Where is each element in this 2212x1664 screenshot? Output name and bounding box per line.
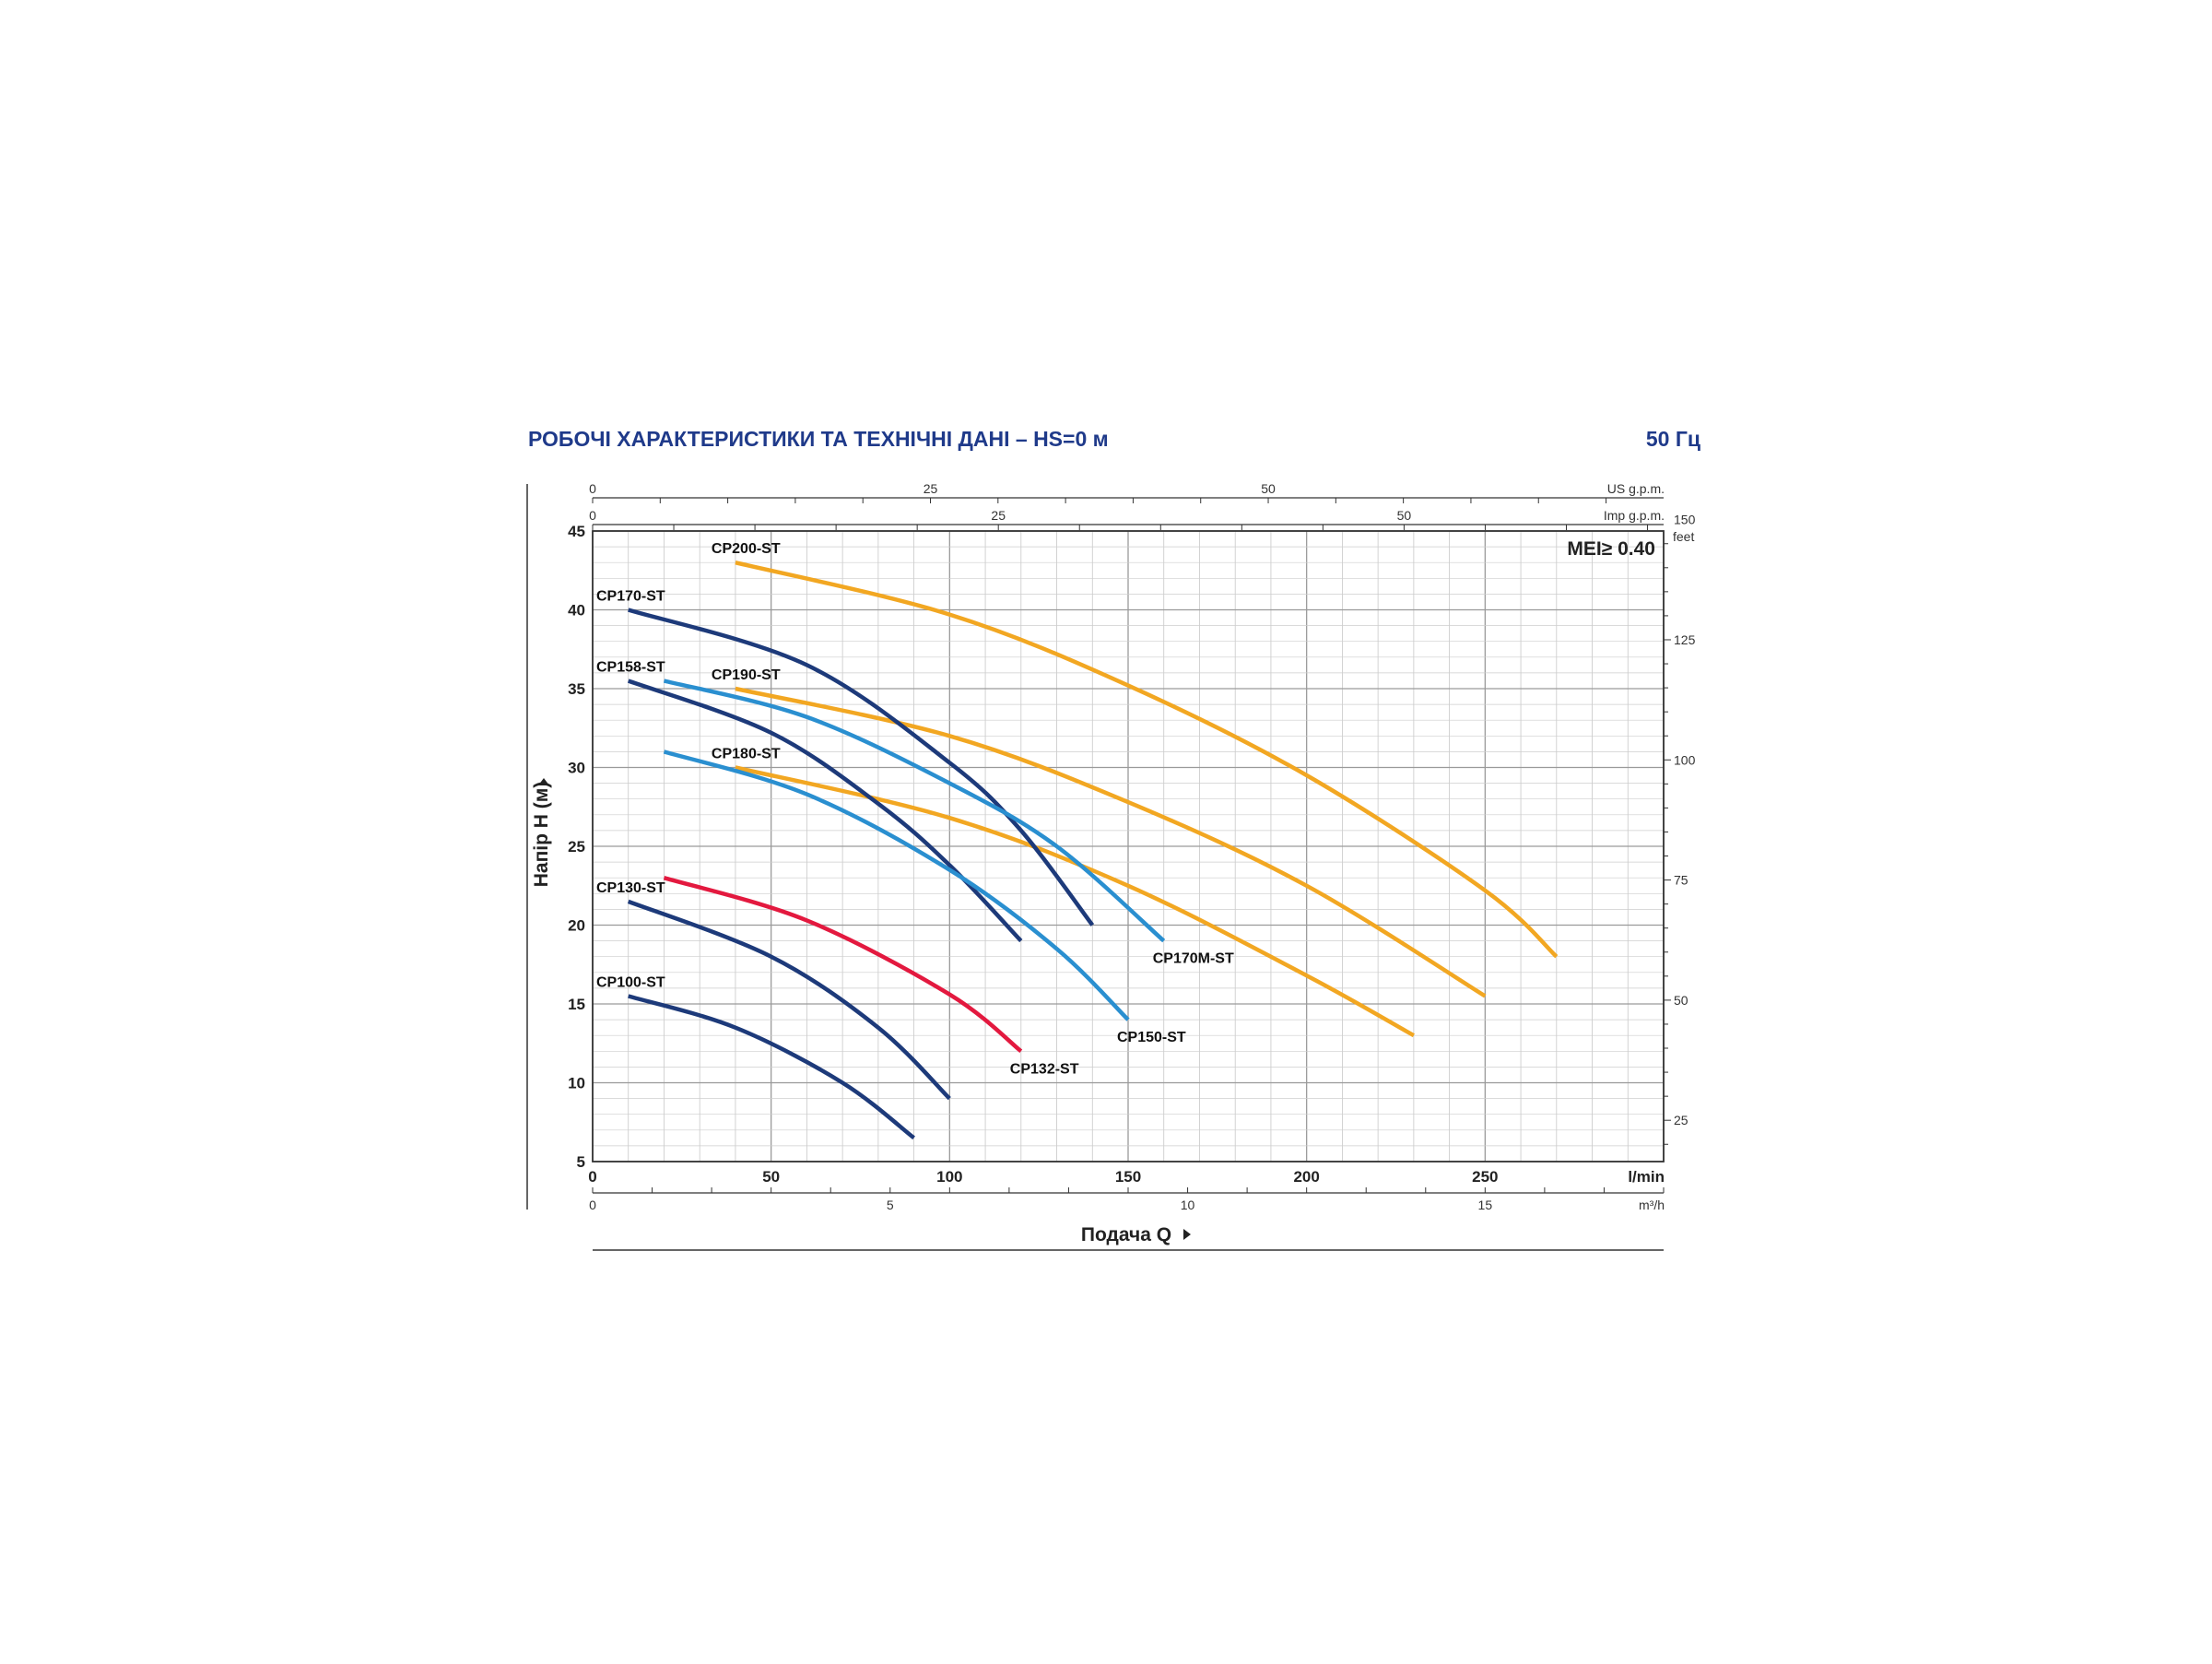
y-axis-title: Напір H (м) xyxy=(531,782,552,888)
us-gpm-tick-label: 0 xyxy=(589,481,596,496)
y-tick-label: 35 xyxy=(568,680,585,698)
y-tick-label: 10 xyxy=(568,1075,585,1092)
m3h-tick-label: 10 xyxy=(1181,1198,1195,1212)
x-tick-label: 200 xyxy=(1293,1168,1319,1186)
frequency-label: 50 Гц xyxy=(1646,427,1700,451)
y-tick-label: 5 xyxy=(577,1153,585,1171)
y-axis-title-arrow-icon xyxy=(538,778,549,785)
series-line-cp132-st xyxy=(663,876,1023,1054)
series-label-cp132-st: CP132-ST xyxy=(1010,1061,1079,1077)
x-tick-label: 250 xyxy=(1472,1168,1498,1186)
y-tick-label: 45 xyxy=(568,523,585,540)
us-gpm-tick-label: 25 xyxy=(924,481,938,496)
m3h-tick-label: 5 xyxy=(887,1198,894,1212)
series-label-cp190-st: CP190-ST xyxy=(712,667,781,683)
x-axis-title-arrow-icon xyxy=(1183,1229,1191,1240)
x-tick-label: 100 xyxy=(936,1168,962,1186)
x-tick-label: 50 xyxy=(762,1168,780,1186)
series-line-cp170m-st xyxy=(663,679,1166,943)
unit-m3h: m³/h xyxy=(1639,1198,1665,1212)
series-line-cp158-st xyxy=(627,679,1023,943)
series-label-cp200-st: CP200-ST xyxy=(712,541,781,557)
mei-annotation: MEI≥ 0.40 xyxy=(1567,538,1655,560)
feet-tick-label: 125 xyxy=(1674,632,1696,647)
y-tick-label: 25 xyxy=(568,838,585,856)
imp-gpm-tick-label: 25 xyxy=(991,508,1006,523)
unit-us-gpm: US g.p.m. xyxy=(1607,481,1665,496)
series-line-cp100-st xyxy=(628,994,915,1140)
series-label-cp170m-st: CP170M-ST xyxy=(1153,951,1234,967)
series-labels: CP200-ST CP190-ST CP180-ST CP170-ST CP158-ST… xyxy=(596,541,1234,1077)
x-axis-title: Подача Q xyxy=(1081,1224,1171,1245)
series-label-cp158-st: CP158-ST xyxy=(596,659,665,675)
x-tick-label: 0 xyxy=(588,1168,596,1186)
feet-tick-label: 25 xyxy=(1674,1113,1688,1127)
y-tick-label: 15 xyxy=(568,996,585,1013)
unit-imp-gpm: Imp g.p.m. xyxy=(1604,508,1665,523)
series-line-cp180-st xyxy=(735,765,1415,1038)
imp-gpm-tick-label: 0 xyxy=(589,508,596,523)
series-lines xyxy=(627,561,1559,1140)
feet-tick-label: 75 xyxy=(1674,873,1688,888)
series-line-cp130-st xyxy=(627,899,951,1101)
series-label-cp180-st: CP180-ST xyxy=(712,747,781,762)
y-tick-label: 30 xyxy=(568,760,585,777)
grid xyxy=(592,530,1665,1162)
feet-tick-label: 50 xyxy=(1674,993,1688,1008)
series-label-cp100-st: CP100-ST xyxy=(596,974,665,990)
series-label-cp170-st: CP170-ST xyxy=(596,589,665,605)
series-label-cp150-st: CP150-ST xyxy=(1117,1030,1186,1045)
plot-border xyxy=(592,530,1665,1162)
feet-tick-label: 150 xyxy=(1674,513,1696,527)
series-line-cp150-st xyxy=(663,749,1130,1021)
us-gpm-tick-label: 50 xyxy=(1261,481,1276,496)
m3h-tick-label: 15 xyxy=(1478,1198,1493,1212)
series-line-cp190-st xyxy=(735,686,1487,998)
y-tick-label: 20 xyxy=(568,917,585,935)
series-label-cp130-st: CP130-ST xyxy=(596,880,665,896)
unit-lmin: l/min xyxy=(1628,1168,1665,1186)
y-tick-label: 40 xyxy=(568,602,585,620)
series-line-cp170-st xyxy=(628,608,1095,926)
series-line-cp200-st xyxy=(735,561,1559,959)
x-tick-label: 150 xyxy=(1115,1168,1141,1186)
chart-title: РОБОЧІ ХАРАКТЕРИСТИКИ ТА ТЕХНІЧНІ ДАНІ –… xyxy=(528,427,1109,451)
imp-gpm-tick-label: 50 xyxy=(1397,508,1412,523)
m3h-tick-label: 0 xyxy=(589,1198,596,1212)
unit-feet: feet xyxy=(1673,529,1694,544)
feet-tick-label: 100 xyxy=(1674,752,1696,767)
